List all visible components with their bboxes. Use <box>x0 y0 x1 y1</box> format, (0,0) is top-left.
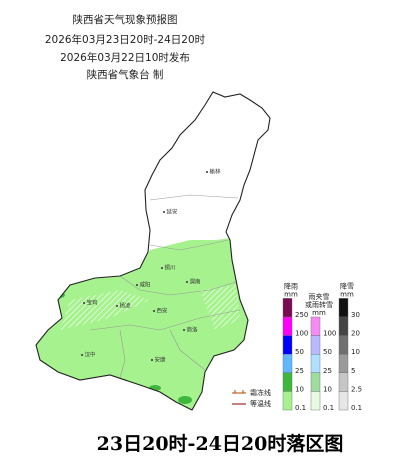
city-dot <box>151 359 153 361</box>
legend-swatch <box>282 316 293 336</box>
legend-swatch <box>338 298 349 318</box>
legend-title: 雨夹雪 <box>309 292 330 301</box>
legend-swatch <box>338 391 349 411</box>
legend-swatch <box>310 354 321 374</box>
legend-swatch <box>338 335 349 355</box>
legend-title: mm <box>284 290 298 298</box>
city-label: 杨凌 <box>119 302 131 310</box>
agency: 陕西省气象台 制 <box>87 68 164 81</box>
boundaries <box>89 194 241 379</box>
city-dot <box>161 267 163 269</box>
legend-title: 降雨 <box>284 281 298 290</box>
frost-line-label: 霜冻线 <box>250 388 271 397</box>
legend-level: 50 <box>295 348 304 356</box>
city-dot <box>136 284 138 286</box>
city-label: 铜川 <box>164 264 175 272</box>
city-label: 商洛 <box>186 326 198 334</box>
legend-swatch <box>310 391 321 411</box>
legend-title: mm <box>340 290 354 298</box>
city-dot <box>163 211 165 213</box>
city-dot <box>153 310 155 312</box>
legend-level: 10 <box>351 348 360 356</box>
city-label: 渭南 <box>189 278 201 286</box>
legend-level: 30 <box>351 311 360 319</box>
legend-title: 或雨转雪 <box>305 300 333 309</box>
legend-level: 0.1 <box>351 404 362 412</box>
legend-title: 降雪 <box>340 281 354 290</box>
legend-swatch <box>338 316 349 336</box>
legend-level: 25 <box>295 367 304 375</box>
city-dot <box>116 305 118 307</box>
legend-title: mm <box>312 309 326 317</box>
legend-swatch <box>282 391 293 411</box>
legend-level: 0.1 <box>295 404 306 412</box>
city-label: 宝鸡 <box>86 299 98 307</box>
city-label: 延安 <box>166 208 178 216</box>
legend-level: 100 <box>323 330 336 338</box>
legend-level: 0.1 <box>323 404 334 412</box>
legend-swatch <box>282 354 293 374</box>
issued: 2026年03月22日10时发布 <box>60 51 190 64</box>
city-label: 安康 <box>154 356 166 364</box>
city-dot <box>183 329 185 331</box>
title: 陕西省天气现象预报图 <box>73 13 178 26</box>
legend-swatch <box>310 372 321 392</box>
city-label: 咸阳 <box>139 281 150 289</box>
legend-level: 5 <box>351 367 355 375</box>
city-dot <box>81 354 83 356</box>
legend-level: 10 <box>323 385 332 393</box>
city-dot <box>206 171 208 173</box>
legend-swatch <box>282 298 293 318</box>
legend-level: 10 <box>295 385 304 393</box>
city-label: 榆林 <box>209 168 221 176</box>
legend-swatch <box>310 335 321 355</box>
legend-level: 2.5 <box>351 385 362 393</box>
legend-level: 250 <box>295 311 308 319</box>
period: 2026年03月23日20时-24日20时 <box>45 33 206 46</box>
legend-level: 100 <box>295 330 308 338</box>
legend-swatch <box>310 316 321 336</box>
legend-swatch <box>282 372 293 392</box>
legend-level: 50 <box>323 348 332 356</box>
isotherm-label: 等温线 <box>250 399 271 408</box>
city-label: 西安 <box>156 307 168 315</box>
city-label: 汉中 <box>84 351 95 359</box>
legend-swatch <box>282 335 293 355</box>
city-dot <box>83 302 85 304</box>
city-dot <box>186 281 188 283</box>
footer: 23日20时-24日20时落区图 <box>97 432 344 455</box>
legend-swatch <box>338 354 349 374</box>
legend-swatch <box>338 372 349 392</box>
legend-level: 20 <box>351 330 360 338</box>
legend-level: 25 <box>323 367 332 375</box>
